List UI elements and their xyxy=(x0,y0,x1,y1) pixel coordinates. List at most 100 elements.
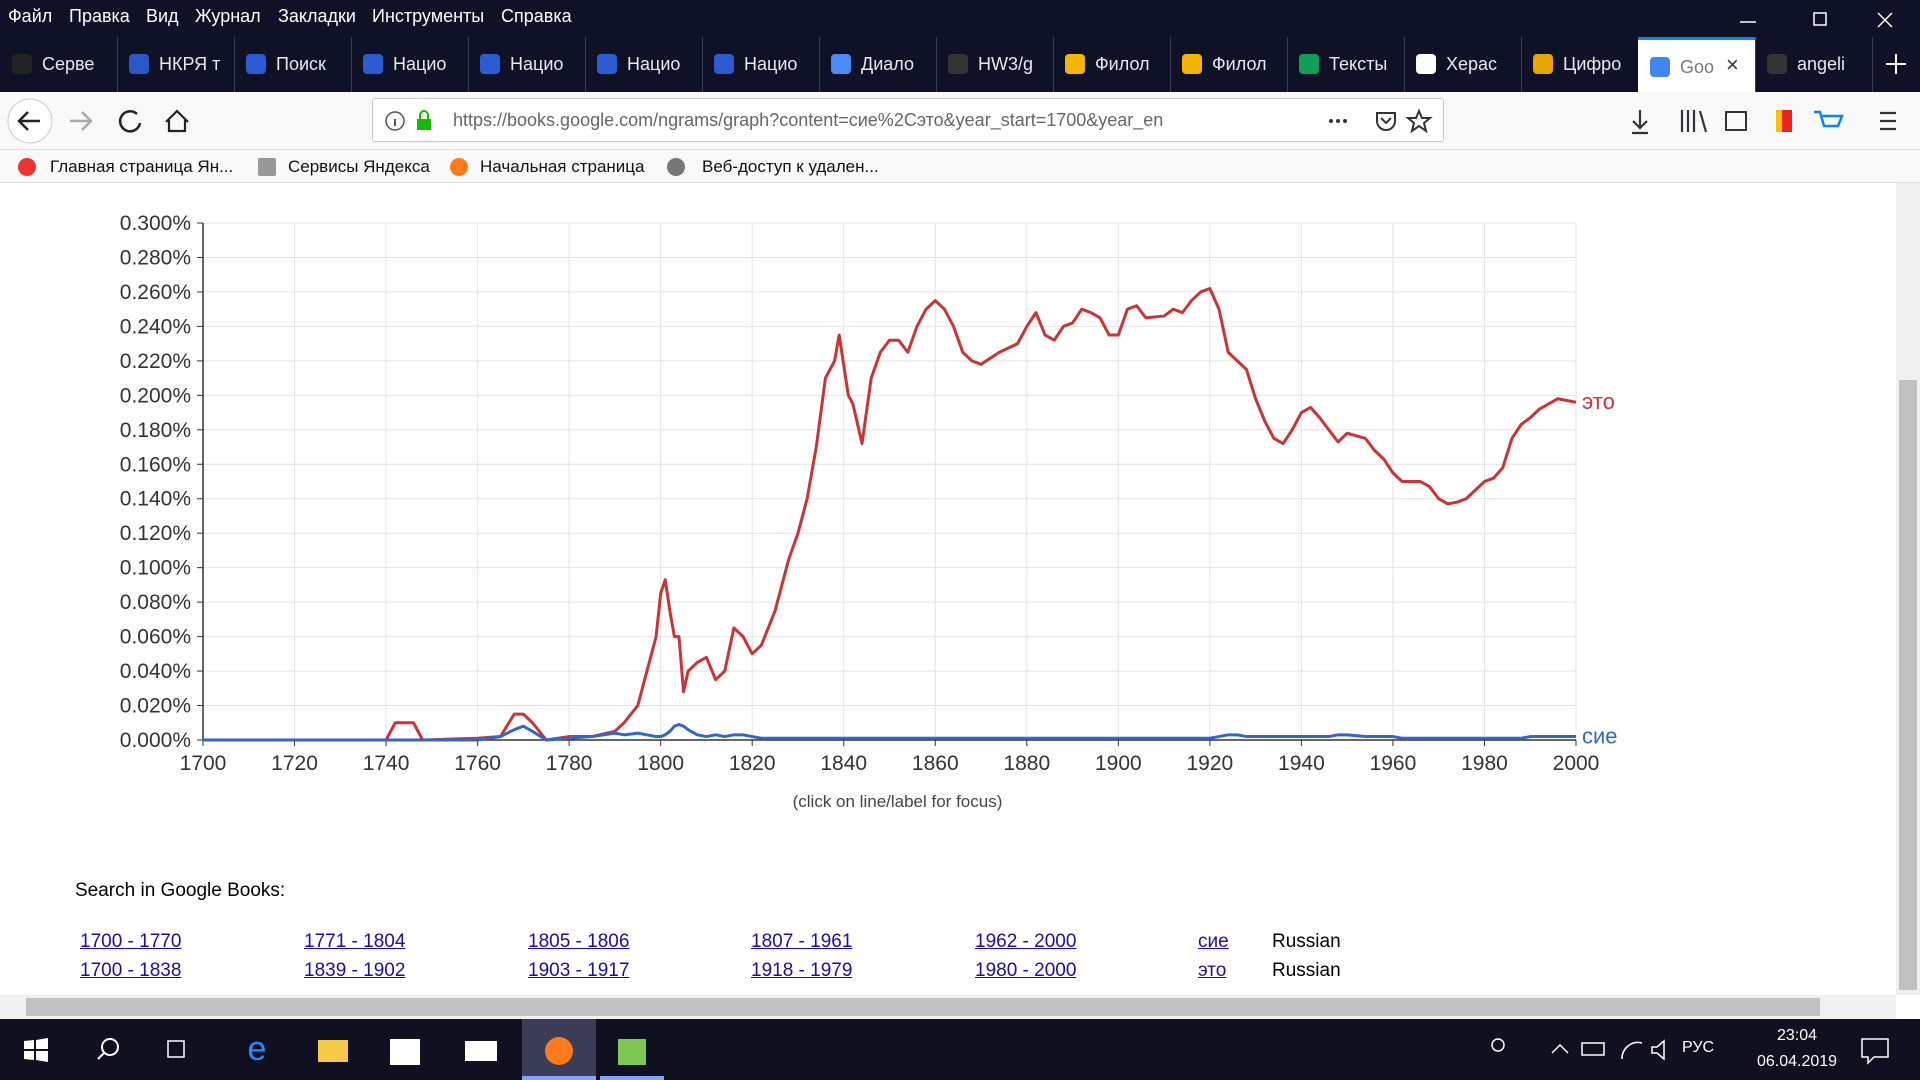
search-button[interactable] xyxy=(101,1038,119,1056)
start-button[interactable] xyxy=(24,1038,48,1062)
search-link[interactable]: 1903 - 1917 xyxy=(528,960,630,981)
y-tick-label: 0.220% xyxy=(120,350,191,373)
x-tick-label: 1940 xyxy=(1278,752,1325,775)
app-menu[interactable] xyxy=(1880,111,1896,131)
close[interactable] xyxy=(1877,12,1893,28)
search-link[interactable]: это xyxy=(1198,960,1227,981)
search-link[interactable]: 1962 - 2000 xyxy=(975,931,1077,952)
taskbar: e РУС 23:04 06.04.2019 xyxy=(0,1019,1920,1080)
tab[interactable]: Диало xyxy=(819,37,937,92)
search-link[interactable]: 1980 - 2000 xyxy=(975,960,1077,981)
tab-icon xyxy=(1533,54,1553,74)
toolbar-icons xyxy=(1632,110,1896,135)
site-info[interactable] xyxy=(383,109,443,133)
menu-item[interactable]: Закладки xyxy=(278,6,356,26)
tab[interactable]: Нацио xyxy=(351,37,469,92)
tab[interactable]: Поиск xyxy=(234,37,352,92)
ext-2[interactable] xyxy=(1814,110,1844,128)
x-tick-label: 1920 xyxy=(1187,752,1234,775)
tab-title: Серве xyxy=(42,54,95,74)
tab[interactable]: Тексты xyxy=(1287,37,1405,92)
tab[interactable]: Нацио xyxy=(702,37,820,92)
tab-icon xyxy=(714,54,734,74)
search-link[interactable]: 1700 - 1770 xyxy=(80,931,182,952)
tab-icon xyxy=(246,54,266,74)
series-label[interactable]: это xyxy=(1582,389,1615,414)
search-link[interactable]: 1771 - 1804 xyxy=(304,931,406,952)
menu-item[interactable]: Инструменты xyxy=(372,6,485,26)
menu-item[interactable]: Журнал xyxy=(195,6,261,26)
tab[interactable]: angeli xyxy=(1755,37,1873,92)
series-line[interactable] xyxy=(203,722,1576,742)
bookmark[interactable]: Веб-доступ к удален... xyxy=(702,157,879,176)
firefox-icon[interactable] xyxy=(545,1037,573,1065)
store-icon[interactable] xyxy=(390,1039,420,1065)
edge-icon[interactable]: e xyxy=(248,1030,267,1068)
tab[interactable]: Goo × xyxy=(1638,37,1756,95)
series-line[interactable] xyxy=(203,286,1577,742)
tab[interactable]: Цифро xyxy=(1521,37,1639,92)
bookmark[interactable]: Сервисы Яндекса xyxy=(288,157,430,176)
scroll-thumb[interactable] xyxy=(26,998,1820,1016)
menu-item[interactable]: Файл xyxy=(8,6,53,26)
forward-button[interactable] xyxy=(70,111,93,131)
tab-title: Херас xyxy=(1446,54,1498,74)
tab-title: Нацио xyxy=(393,54,447,74)
tab[interactable]: Серве xyxy=(0,37,118,92)
notifications[interactable] xyxy=(1852,1019,1920,1080)
tab[interactable]: Филол xyxy=(1170,37,1288,92)
library[interactable] xyxy=(1680,110,1708,133)
explorer-icon[interactable] xyxy=(318,1040,348,1062)
tab-close[interactable]: × xyxy=(1726,52,1739,77)
series-label[interactable]: сие xyxy=(1582,724,1618,749)
y-tick-label: 0.260% xyxy=(120,281,191,304)
menu-item[interactable]: Правка xyxy=(69,6,130,26)
x-tick-label: 1840 xyxy=(820,752,867,775)
new-tab[interactable] xyxy=(1872,37,1920,92)
home-button[interactable] xyxy=(165,109,189,133)
app-icon[interactable] xyxy=(618,1039,646,1065)
bookmark[interactable]: Начальная страница xyxy=(480,157,645,176)
bookmark[interactable]: Главная страница Ян... xyxy=(50,157,234,176)
menu-item[interactable]: Справка xyxy=(501,6,572,26)
tab-icon xyxy=(1416,54,1436,74)
tab[interactable]: Нацио xyxy=(585,37,703,92)
search-link[interactable]: сие xyxy=(1198,931,1229,952)
search-link[interactable]: 1700 - 1838 xyxy=(80,960,182,981)
input-language[interactable]: РУС xyxy=(1682,1039,1715,1056)
downloads[interactable] xyxy=(1632,110,1648,135)
url-text: https://books.google.com/ngrams/graph?co… xyxy=(453,110,1164,130)
x-tick-label: 1760 xyxy=(454,752,501,775)
pocket[interactable] xyxy=(1376,112,1396,131)
tab[interactable]: HW3/g xyxy=(936,37,1054,92)
x-tick-label: 2000 xyxy=(1553,752,1600,775)
clock-date[interactable]: 06.04.2019 xyxy=(1756,1053,1838,1070)
nav-buttons xyxy=(7,98,189,144)
x-tick-label: 1720 xyxy=(271,752,318,775)
search-link[interactable]: 1839 - 1902 xyxy=(304,960,406,981)
maximize[interactable] xyxy=(1813,12,1827,26)
search-link[interactable]: 1805 - 1806 xyxy=(528,931,630,952)
tab-title: Филол xyxy=(1212,54,1267,74)
search-link[interactable]: 1807 - 1961 xyxy=(751,931,853,952)
vertical-scrollbar[interactable] xyxy=(1896,183,1920,995)
url-bar[interactable]: https://books.google.com/ngrams/graph?co… xyxy=(372,98,1444,142)
horizontal-scrollbar[interactable] xyxy=(0,995,1896,1019)
clock-time[interactable]: 23:04 xyxy=(1776,1027,1818,1044)
task-view[interactable] xyxy=(167,1040,185,1058)
mail-icon[interactable] xyxy=(465,1041,497,1061)
y-tick-label: 0.300% xyxy=(120,212,191,235)
menu-item[interactable]: Вид xyxy=(146,6,179,26)
tab-icon xyxy=(1650,57,1670,77)
tab[interactable]: Нацио xyxy=(468,37,586,92)
tab[interactable]: Филол xyxy=(1053,37,1171,92)
sidebar[interactable] xyxy=(1725,111,1747,131)
scroll-thumb[interactable] xyxy=(1899,380,1917,990)
bookmark-star[interactable] xyxy=(1405,108,1433,134)
search-link[interactable]: 1918 - 1979 xyxy=(751,960,853,981)
y-tick-label: 0.060% xyxy=(120,626,191,649)
tab[interactable]: НКРЯ т xyxy=(117,37,235,92)
tab-icon xyxy=(12,54,32,74)
reload-button[interactable] xyxy=(118,110,142,133)
tab[interactable]: Херас xyxy=(1404,37,1522,92)
